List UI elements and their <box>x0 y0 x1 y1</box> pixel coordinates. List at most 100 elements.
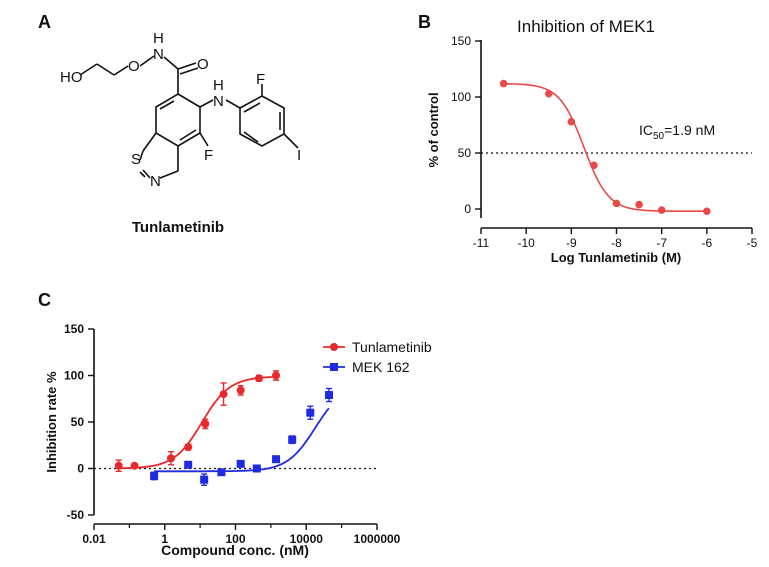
structure-bond <box>243 102 261 113</box>
chemical-structure <box>79 55 299 179</box>
atom-ho: HO <box>60 69 83 86</box>
atom-s: S <box>131 151 141 168</box>
chart-c: -50 0 50 100 150 0.01 1 100 10000 1000000 Tunlam… <box>44 322 432 558</box>
structure-bond <box>142 132 157 152</box>
chart-c-y-ticks: -50 0 50 100 150 <box>64 322 94 522</box>
chart-c-y-tick-label: 100 <box>64 369 84 383</box>
chart-b-x-tick-label: -5 <box>747 236 758 250</box>
chart-b-x-tick-label: -11 <box>473 236 490 250</box>
chart-c-point-mek162 <box>150 471 159 480</box>
legend-label-tunlametinib: Tunlametinib <box>352 339 432 355</box>
atom-f-core: F <box>204 147 213 164</box>
structure-bond <box>113 65 129 76</box>
panel-label-b: B <box>418 12 431 32</box>
structure-bond <box>243 131 259 143</box>
chart-b-y-tick-label: 0 <box>464 202 471 216</box>
chart-c-x-ticks: 0.01 1 100 10000 1000000 <box>82 524 401 546</box>
atom-ring-n: N <box>150 173 161 190</box>
chart-b-y-tick-label: 150 <box>451 34 471 48</box>
structure-ring <box>239 95 285 147</box>
chart-c-point-mek162 <box>252 464 261 473</box>
structure-atom-labels: HO O N H O N H F F I S N <box>60 30 301 190</box>
atom-i: I <box>297 147 301 164</box>
chart-b-data-point <box>544 89 553 98</box>
chart-c-point-mek162 <box>288 435 297 444</box>
chart-c-point-mek162 <box>184 460 193 469</box>
atom-carbonyl-o: O <box>197 56 209 73</box>
chart-b-ic50-annotation: IC50=1.9 nM <box>639 122 715 142</box>
chart-c-point-tunlametinib <box>219 390 228 399</box>
chart-c-point-tunlametinib <box>272 371 281 380</box>
legend-item-mek162: MEK 162 <box>323 359 410 375</box>
chart-c-x-tick-label: 1 <box>161 532 168 546</box>
legend-marker-mek162 <box>330 363 338 371</box>
chart-b: Inhibition of MEK1 0 50 100 150 -11 -10 -9 -8 -… <box>426 17 758 265</box>
panel-label-a: A <box>38 12 51 32</box>
chart-c-x-tick-label: 0.01 <box>82 532 106 546</box>
chart-b-data-point <box>590 161 598 170</box>
chart-b-x-tick-label: -8 <box>611 236 622 250</box>
structure-bond <box>139 171 146 178</box>
chart-c-legend: Tunlametinib MEK 162 <box>323 339 432 375</box>
structure-bond <box>283 133 299 149</box>
chart-b-x-tick-label: -9 <box>566 236 577 250</box>
chart-c-fit-tunlametinib <box>118 376 276 470</box>
chart-c-point-tunlametinib <box>184 443 193 452</box>
chart-c-point-mek162 <box>236 459 245 468</box>
chart-c-y-tick-label: 150 <box>64 322 84 336</box>
chart-c-point-mek162 <box>200 475 209 484</box>
chart-b-y-tick-label: 100 <box>451 90 471 104</box>
chart-c-x-tick-label: 10000 <box>290 532 324 546</box>
chart-b-y-ticks: 0 50 100 150 <box>451 34 481 216</box>
atom-f-aryl: F <box>256 71 265 88</box>
chart-c-point-tunlametinib <box>114 461 123 470</box>
chart-c-point-tunlametinib <box>166 454 175 463</box>
chart-c-y-tick-label: 0 <box>77 462 84 476</box>
chart-c-x-label: Compound conc. (nM) <box>161 542 309 558</box>
chart-c-point-tunlametinib <box>236 386 245 395</box>
chart-b-fit-curve <box>503 82 706 212</box>
structure-bond <box>179 129 197 141</box>
chart-b-title: Inhibition of MEK1 <box>517 17 655 36</box>
structure-bond <box>225 99 241 109</box>
chart-b-data-point <box>703 207 711 216</box>
structure-bond <box>159 170 179 179</box>
compound-name: Tunlametinib <box>132 219 224 236</box>
chart-b-points <box>499 79 711 216</box>
chart-c-point-mek162 <box>217 468 226 477</box>
chart-b-data-point <box>567 117 576 126</box>
structure-bond <box>96 63 115 76</box>
chart-b-x-ticks: -11 -10 -9 -8 -7 -6 -5 <box>473 228 758 250</box>
chart-c-point-mek162 <box>306 408 315 417</box>
structure-bond <box>199 99 214 108</box>
chart-c-y-label: Inhibition rate % <box>44 371 59 473</box>
chart-c-point-mek162 <box>272 455 281 464</box>
chart-b-x-tick-label: -10 <box>517 236 535 250</box>
chart-c-point-tunlametinib <box>130 461 139 470</box>
structure-bond <box>199 132 209 147</box>
atom-nh-n: N <box>213 93 224 110</box>
chart-b-data-point <box>657 206 666 214</box>
chart-c-point-mek162 <box>325 391 334 400</box>
chart-b-data-point <box>612 199 621 208</box>
structure-bond <box>139 150 144 161</box>
chart-b-x-label: Log Tunlametinib (M) <box>551 250 681 265</box>
chart-c-point-tunlametinib <box>201 419 210 428</box>
atom-h: H <box>153 30 164 47</box>
structure-bond <box>177 62 197 70</box>
structure-ring <box>155 93 201 147</box>
atom-o: O <box>128 58 140 75</box>
chart-c-point-tunlametinib <box>254 374 263 383</box>
chart-b-x-tick-label: -6 <box>701 236 712 250</box>
chart-c-x-tick-label: 1000000 <box>354 532 401 546</box>
chart-b-y-label: % of control <box>426 92 441 167</box>
legend-label-mek162: MEK 162 <box>352 359 410 375</box>
chart-c-points <box>114 370 334 486</box>
structure-bond <box>139 55 155 67</box>
chart-b-data-point <box>635 200 643 209</box>
chart-c-y-tick-label: -50 <box>67 508 85 522</box>
chart-b-y-tick-label: 50 <box>458 146 472 160</box>
chart-c-y-tick-label: 50 <box>71 415 85 429</box>
structure-bond <box>179 67 199 75</box>
legend-marker-tunlametinib <box>330 343 338 351</box>
